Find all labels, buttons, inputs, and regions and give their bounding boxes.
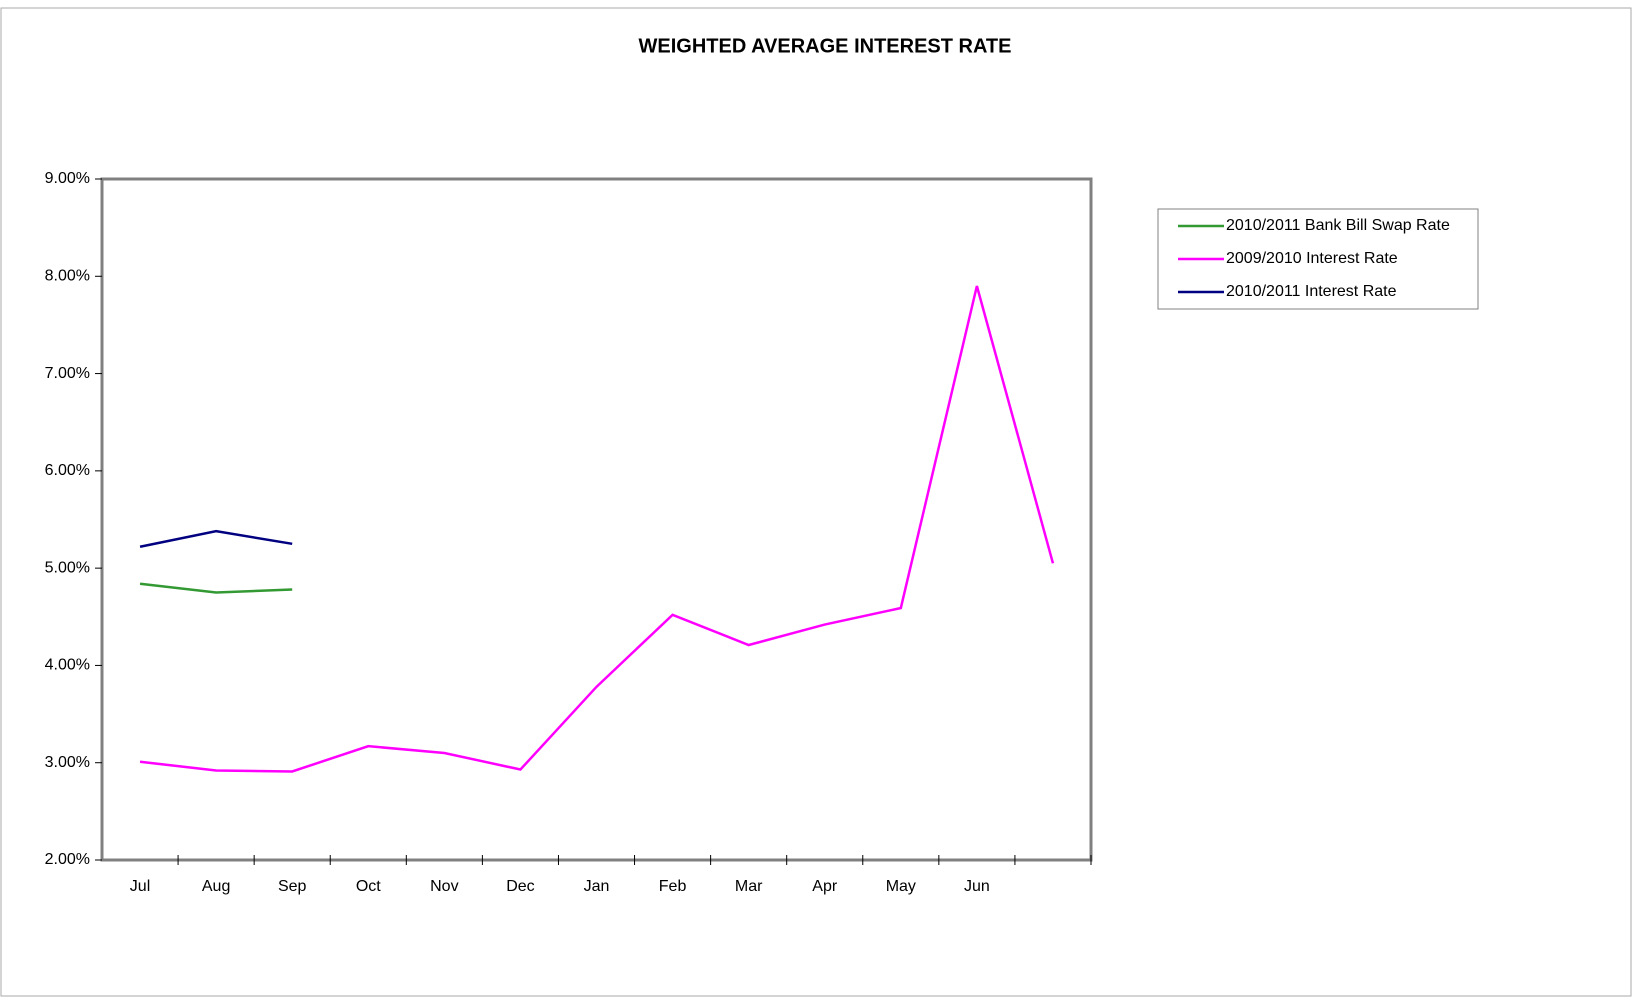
y-tick-label: 5.00% [45,559,90,576]
x-tick-label: May [886,878,916,895]
x-tick-label: Sep [278,878,307,895]
legend-label: 2010/2011 Interest Rate [1226,283,1397,300]
series-line [139,285,1055,773]
y-tick-label: 7.00% [45,365,90,382]
y-tick-label: 2.00% [45,851,90,868]
y-tick-label: 9.00% [45,170,90,187]
legend-label: 2009/2010 Interest Rate [1226,250,1398,267]
x-tick-label: Mar [735,878,763,895]
x-tick-label: Feb [659,878,687,895]
legend-label: 2010/2011 Bank Bill Swap Rate [1226,217,1450,234]
x-tick-label: Oct [356,878,381,895]
y-tick-label: 4.00% [45,657,90,674]
series-line [139,529,293,548]
page-frame [0,7,1632,997]
chart-title: WEIGHTED AVERAGE INTEREST RATE [639,35,1012,57]
y-tick-label: 3.00% [45,754,90,771]
x-tick-label: Nov [430,878,458,895]
y-tick-label: 6.00% [45,462,90,479]
x-tick-label: Jan [584,878,610,895]
x-tick-label: Jul [130,878,150,895]
y-tick-label: 8.00% [45,268,90,285]
series-line [139,582,293,594]
x-tick-label: Aug [202,878,230,895]
x-tick-label: Apr [812,878,838,895]
x-tick-label: Dec [506,878,534,895]
x-tick-label: Jun [964,878,990,895]
plot-area [100,177,1093,862]
